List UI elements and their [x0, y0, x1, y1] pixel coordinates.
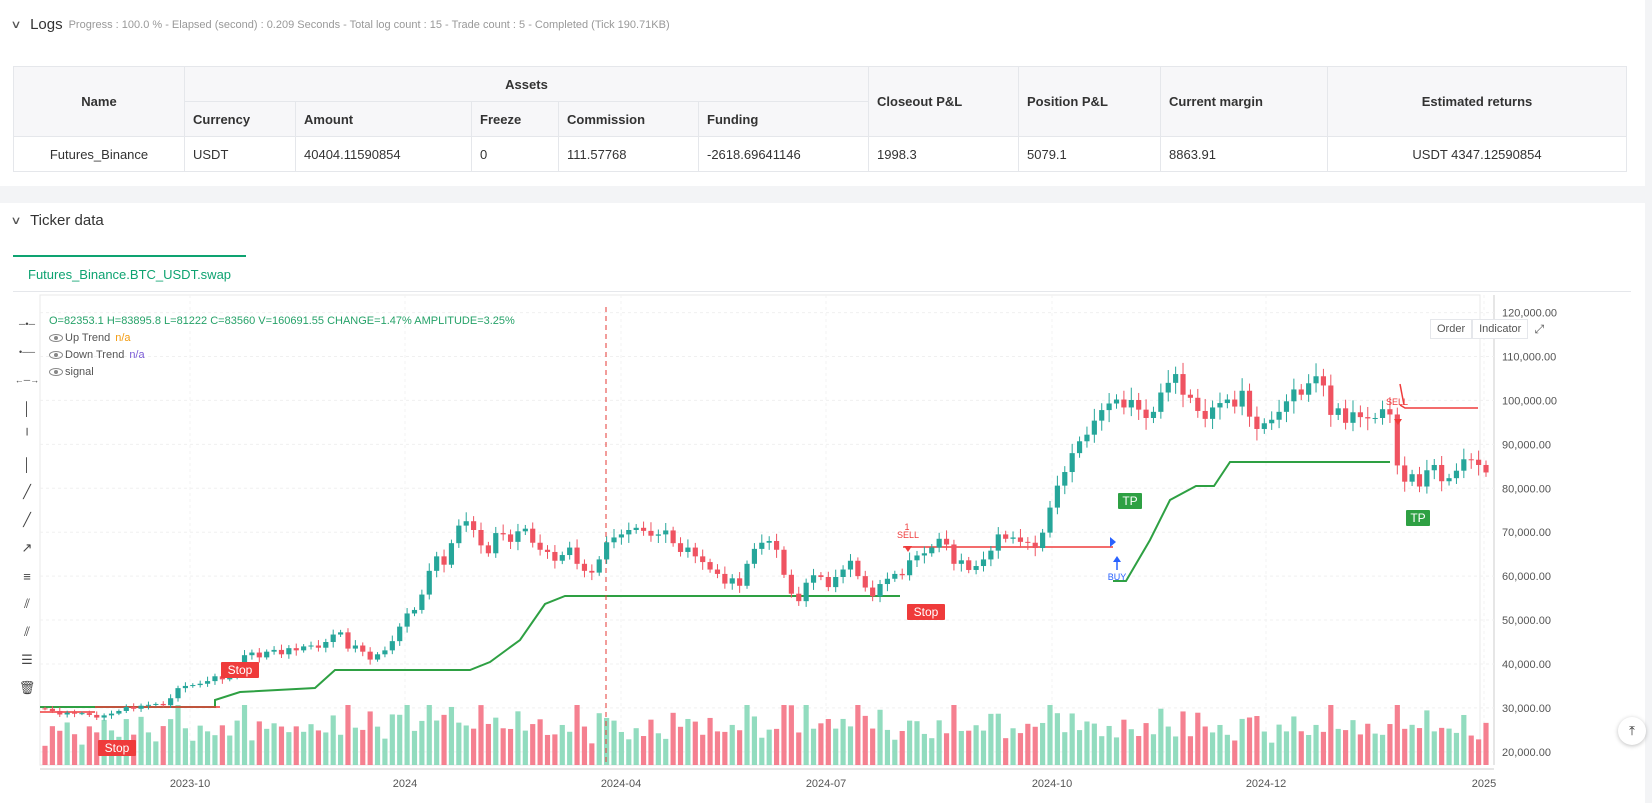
- cell-current-margin: 8863.91: [1160, 136, 1328, 172]
- logs-panel: ∨ Logs Progress : 100.0 % - Elapsed (sec…: [0, 0, 1645, 186]
- chevron-down-icon[interactable]: ∨: [10, 19, 22, 31]
- cell-amount: 40404.11590854: [295, 136, 472, 172]
- tab-divider: [13, 291, 1631, 292]
- tab-btc-usdt-swap[interactable]: Futures_Binance.BTC_USDT.swap: [13, 255, 247, 291]
- volume-value: 160691.55: [272, 315, 325, 327]
- amplitude-value: 3.25%: [483, 315, 515, 327]
- horizontal-ray-icon[interactable]: •──: [19, 347, 35, 357]
- col-assets: Assets: [184, 66, 869, 102]
- open-label: O=: [49, 315, 64, 327]
- delete-icon[interactable]: 🗑: [18, 680, 36, 695]
- indicator-button[interactable]: Indicator: [1472, 319, 1529, 339]
- legend-value: n/a: [115, 332, 131, 344]
- chart-buttons: Order Indicator ⤢: [1430, 319, 1550, 339]
- col-position-pnl: Position P&L: [1018, 66, 1161, 137]
- tab-label: Futures_Binance.BTC_USDT.swap: [28, 266, 232, 282]
- low-value: 81222: [176, 315, 208, 327]
- extended-line-icon[interactable]: ←─→: [14, 375, 40, 385]
- legend-down-trend[interactable]: Down Trend n/a: [49, 349, 515, 361]
- logs-status: Progress : 100.0 % - Elapsed (second) : …: [68, 18, 670, 31]
- col-closeout-pnl: Closeout P&L: [868, 66, 1019, 137]
- cell-freeze: 0: [471, 136, 559, 172]
- change-label: CHANGE=: [327, 315, 381, 327]
- legend-label: Up Trend: [65, 332, 111, 344]
- logs-header[interactable]: ∨ Logs Progress : 100.0 % - Elapsed (sec…: [10, 16, 670, 33]
- fibonacci-icon[interactable]: ☰: [21, 652, 33, 667]
- drawing-toolbar: ─•─ •── ←─→ │ ╵ │ ╱ ╱ ↗ ≡ ⫽ ⫽ ☰ 🗑: [14, 310, 40, 702]
- legend-value: n/a: [129, 349, 145, 361]
- price-label-icon[interactable]: ≡: [23, 568, 31, 584]
- change-value: 1.47%: [380, 315, 412, 327]
- close-value: 83560: [224, 315, 256, 327]
- legend-label: signal: [65, 366, 94, 378]
- ticker-title: Ticker data: [30, 212, 104, 229]
- logs-title: Logs: [30, 16, 63, 33]
- chart-legend: O=82353.1 H=83895.8 L=81222 C=83560 V=16…: [49, 315, 515, 378]
- chevron-down-icon[interactable]: ∨: [10, 215, 22, 227]
- ohlc-readout: O=82353.1 H=83895.8 L=81222 C=83560 V=16…: [49, 315, 515, 327]
- legend-label: Down Trend: [65, 349, 125, 361]
- low-label: L=: [164, 315, 177, 327]
- trend-line-icon[interactable]: ╱: [23, 484, 31, 499]
- vertical-segment-icon[interactable]: ╵: [23, 428, 31, 443]
- trend-segment-icon[interactable]: ╱: [23, 512, 31, 527]
- high-value: 83895.8: [121, 315, 161, 327]
- table-row: Futures_Binance USDT 40404.11590854 0 11…: [13, 136, 1627, 172]
- cell-estimated-returns: USDT 4347.12590854: [1327, 136, 1627, 172]
- cell-name: Futures_Binance: [13, 136, 185, 172]
- col-name: Name: [13, 66, 185, 137]
- vertical-ray-icon[interactable]: │: [22, 456, 32, 472]
- amplitude-label: AMPLITUDE=: [414, 315, 484, 327]
- open-value: 82353.1: [63, 315, 104, 327]
- legend-signal[interactable]: signal: [49, 366, 515, 378]
- col-estimated-returns: Estimated returns: [1327, 66, 1627, 137]
- ticker-panel: ∨ Ticker data Futures_Binance.BTC_USDT.s…: [0, 203, 1645, 803]
- cell-closeout-pnl: 1998.3: [868, 136, 1019, 172]
- ticker-header[interactable]: ∨ Ticker data: [10, 212, 104, 229]
- col-currency: Currency: [184, 101, 296, 137]
- arrow-line-icon[interactable]: ↗: [21, 540, 33, 555]
- cell-commission: 111.57768: [558, 136, 699, 172]
- parallel-channel-icon[interactable]: ⫽: [24, 596, 30, 611]
- cell-currency: USDT: [184, 136, 296, 172]
- col-freeze: Freeze: [471, 101, 559, 137]
- vertical-line-icon[interactable]: │: [22, 400, 32, 416]
- pitchfork-icon[interactable]: ⫽: [24, 624, 30, 639]
- horizontal-line-icon[interactable]: ─•─: [19, 319, 35, 329]
- scroll-to-top-icon[interactable]: ⤒: [1618, 717, 1646, 745]
- high-label: H=: [106, 315, 122, 327]
- order-button[interactable]: Order: [1430, 319, 1473, 339]
- eye-icon[interactable]: [49, 334, 63, 342]
- legend-up-trend[interactable]: Up Trend n/a: [49, 332, 515, 344]
- close-label: C=: [210, 315, 225, 327]
- assets-table: Name Assets Closeout P&L Position P&L Cu…: [13, 66, 1627, 172]
- col-amount: Amount: [295, 101, 472, 137]
- fullscreen-icon[interactable]: ⤢: [1534, 321, 1545, 336]
- eye-icon[interactable]: [49, 368, 63, 376]
- col-funding: Funding: [698, 101, 869, 137]
- col-current-margin: Current margin: [1160, 66, 1328, 137]
- eye-icon[interactable]: [49, 351, 63, 359]
- col-commission: Commission: [558, 101, 699, 137]
- volume-label: V=: [258, 315, 273, 327]
- cell-funding: -2618.69641146: [698, 136, 869, 172]
- cell-position-pnl: 5079.1: [1018, 136, 1161, 172]
